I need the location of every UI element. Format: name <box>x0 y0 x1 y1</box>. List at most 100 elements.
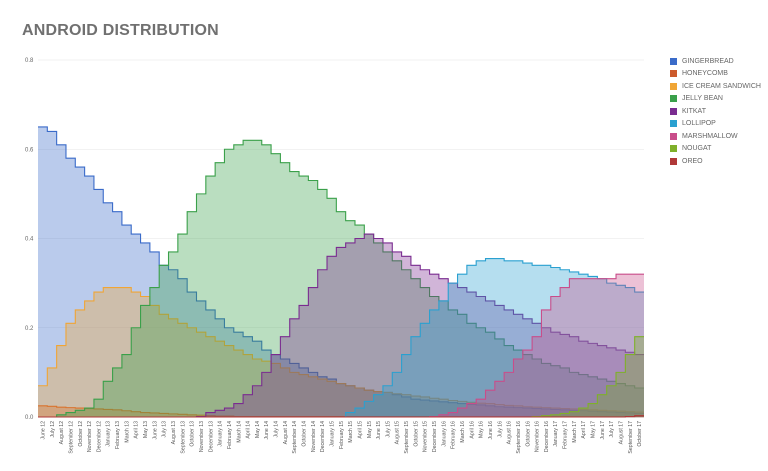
x-tick-label: August 16 <box>507 421 513 444</box>
series-line-jelly-bean <box>38 139 644 418</box>
x-tick-label: February 15 <box>339 421 345 449</box>
y-tick-label: 0.0 <box>25 415 34 421</box>
x-tick-label: May 15 <box>367 421 373 438</box>
x-tick-label: January 17 <box>553 421 559 447</box>
x-tick-label: August 14 <box>283 421 289 444</box>
legend-swatch <box>670 145 677 153</box>
y-tick-label: 0.4 <box>25 237 34 243</box>
legend-label: HONEYCOMB <box>682 70 728 78</box>
legend-swatch <box>670 157 677 165</box>
x-tick-label: December 16 <box>544 421 550 452</box>
x-tick-label: May 16 <box>479 421 485 438</box>
x-tick-label: September 17 <box>628 421 634 454</box>
legend-swatch <box>670 70 677 78</box>
x-tick-label: June 15 <box>376 421 382 440</box>
x-tick-label: November 12 <box>87 421 93 452</box>
x-tick-label: July 12 <box>50 421 56 438</box>
x-tick-label: July 16 <box>497 421 503 438</box>
x-tick-label: January 16 <box>441 421 447 447</box>
x-tick-label: September 12 <box>68 421 74 454</box>
x-tick-label: April 15 <box>357 421 363 439</box>
x-tick-label: July 15 <box>385 421 391 438</box>
x-tick-label: January 13 <box>106 421 112 447</box>
x-tick-label: February 14 <box>227 421 233 449</box>
legend-swatch <box>670 95 677 103</box>
x-tick-label: December 12 <box>96 421 102 452</box>
y-tick-label: 0.6 <box>25 147 34 153</box>
x-tick-label: November 13 <box>199 421 205 452</box>
x-tick-label: July 17 <box>609 421 615 438</box>
x-tick-label: August 17 <box>618 421 624 444</box>
legend-item-oreo[interactable]: OREO <box>670 155 761 168</box>
series-area-nougat <box>38 336 644 417</box>
x-tick-label: November 14 <box>311 421 317 452</box>
legend-item-honeycomb[interactable]: HONEYCOMB <box>670 68 761 81</box>
x-tick-label: October 16 <box>525 421 531 447</box>
legend-label: JELLY BEAN <box>682 95 723 103</box>
x-tick-label: October 13 <box>190 421 196 447</box>
series-line-oreo <box>38 415 644 418</box>
legend: GINGERBREAD HONEYCOMB ICE CREAM SANDWICH JE… <box>670 55 761 168</box>
x-tick-label: September 15 <box>404 421 410 454</box>
x-tick-label: February 16 <box>451 421 457 449</box>
x-tick-label: April 14 <box>246 421 252 439</box>
legend-item-gingerbread[interactable]: GINGERBREAD <box>670 55 761 68</box>
series-area-jelly-bean <box>38 140 644 417</box>
x-tick-label: May 14 <box>255 421 261 438</box>
x-tick-label: June 16 <box>488 421 494 440</box>
x-tick-label: June 13 <box>152 421 158 440</box>
x-tick-label: September 14 <box>292 421 298 454</box>
x-tick-label: October 15 <box>413 421 419 447</box>
legend-item-nougat[interactable]: NOUGAT <box>670 143 761 156</box>
legend-swatch <box>670 120 677 128</box>
legend-item-kitkat[interactable]: KITKAT <box>670 105 761 118</box>
x-tick-label: May 13 <box>143 421 149 438</box>
x-axis-ticks: June 12 July 12 August 12 September 12 Octob… <box>40 421 643 454</box>
x-tick-label: June 12 <box>40 421 46 440</box>
x-tick-label: October 12 <box>78 421 84 447</box>
x-tick-label: March 16 <box>460 421 466 443</box>
x-tick-label: November 15 <box>423 421 429 452</box>
x-tick-label: March 13 <box>124 421 130 443</box>
x-tick-label: April 13 <box>134 421 140 439</box>
chart-title: ANDROID DISTRIBUTION <box>22 22 219 39</box>
x-tick-label: October 14 <box>302 421 308 447</box>
x-tick-label: March 17 <box>572 421 578 443</box>
x-tick-label: April 17 <box>581 421 587 439</box>
y-tick-label: 0.2 <box>25 326 34 332</box>
legend-label: MARSHMALLOW <box>682 132 738 140</box>
series-areas <box>38 126 644 418</box>
series-area-ice-cream-sandwich <box>38 287 644 417</box>
legend-label: OREO <box>682 157 703 165</box>
legend-item-lollipop[interactable]: LOLLIPOP <box>670 118 761 131</box>
x-tick-label: June 14 <box>264 421 270 440</box>
series-area-honeycomb <box>38 405 644 417</box>
legend-swatch <box>670 107 677 115</box>
legend-label: NOUGAT <box>682 145 712 153</box>
x-tick-label: March 15 <box>348 421 354 443</box>
legend-swatch <box>670 57 677 65</box>
x-tick-label: August 12 <box>59 421 65 444</box>
y-axis-ticks: 0.0 0.2 0.4 0.6 0.8 <box>25 58 34 421</box>
x-tick-label: September 16 <box>516 421 522 454</box>
legend-label: ICE CREAM SANDWICH <box>682 82 761 90</box>
x-tick-label: April 16 <box>469 421 475 439</box>
x-tick-label: July 14 <box>274 421 280 438</box>
x-tick-label: November 16 <box>535 421 541 452</box>
series-area-marshmallow <box>38 274 644 417</box>
x-tick-label: June 17 <box>600 421 606 440</box>
legend-item-marshmallow[interactable]: MARSHMALLOW <box>670 130 761 143</box>
series-area-lollipop <box>38 258 644 417</box>
x-tick-label: August 13 <box>171 421 177 444</box>
x-tick-label: December 15 <box>432 421 438 452</box>
x-tick-label: December 14 <box>320 421 326 452</box>
legend-item-jelly-bean[interactable]: JELLY BEAN <box>670 93 761 106</box>
legend-item-ice-cream-sandwich[interactable]: ICE CREAM SANDWICH <box>670 80 761 93</box>
legend-label: GINGERBREAD <box>682 57 734 65</box>
x-tick-label: March 14 <box>236 421 242 443</box>
series-area-kitkat <box>38 234 644 417</box>
x-tick-label: September 13 <box>180 421 186 454</box>
x-tick-label: December 13 <box>208 421 214 452</box>
x-tick-label: January 14 <box>218 421 224 447</box>
